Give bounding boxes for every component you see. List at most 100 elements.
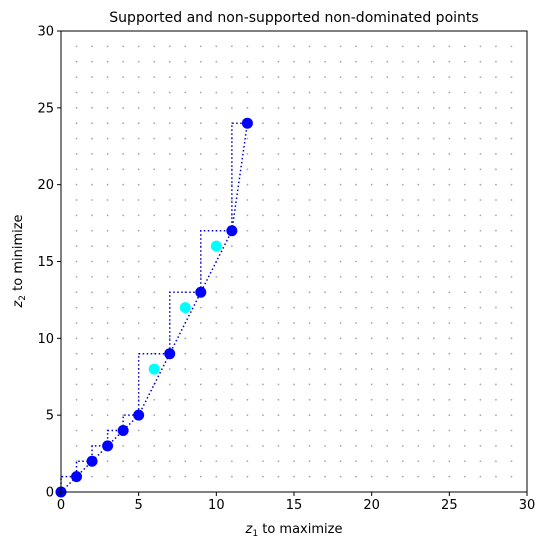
grid-dot	[401, 199, 404, 201]
grid-dot	[386, 214, 389, 217]
grid-dot	[370, 183, 373, 186]
data-points	[55, 117, 253, 498]
grid-dot	[91, 475, 93, 478]
grid-dot	[184, 445, 187, 447]
grid-dot	[75, 383, 78, 386]
grid-dot	[339, 214, 342, 217]
grid-dot	[75, 445, 78, 447]
grid-dot	[230, 91, 233, 94]
grid-dot	[495, 275, 497, 278]
grid-dot	[75, 76, 78, 78]
grid-dot	[463, 60, 466, 63]
grid-dot	[168, 445, 171, 447]
grid-dot	[199, 352, 202, 355]
grid-dot	[91, 153, 93, 155]
grid-dot	[495, 168, 497, 171]
grid-dot	[122, 245, 125, 248]
grid-dot	[432, 291, 435, 294]
grid-dot	[199, 106, 202, 109]
grid-dot	[106, 168, 109, 171]
grid-dot	[308, 460, 311, 463]
grid-dot	[355, 306, 358, 309]
grid-dot	[262, 183, 264, 186]
grid-dot	[153, 245, 156, 248]
grid-dot	[137, 322, 140, 324]
grid-dot	[262, 306, 264, 309]
grid-dot	[293, 137, 295, 140]
grid-dot	[91, 214, 93, 217]
grid-dot	[370, 291, 373, 294]
grid-dot	[215, 76, 218, 78]
grid-dot	[324, 122, 326, 125]
grid-dot	[495, 291, 497, 294]
grid-dot	[386, 429, 389, 432]
grid-dot	[91, 383, 93, 386]
grid-dot	[510, 183, 513, 186]
grid-dot	[153, 414, 156, 417]
grid-dot	[293, 460, 295, 463]
grid-dot	[432, 398, 435, 401]
grid-dot	[339, 60, 342, 63]
grid-dot	[215, 60, 218, 63]
grid-dot	[184, 60, 187, 63]
grid-dot	[432, 445, 435, 447]
grid-dot	[277, 445, 280, 447]
grid-dot	[370, 445, 373, 447]
grid-dot	[401, 137, 404, 140]
supported-point	[102, 440, 114, 452]
grid-dot	[106, 229, 109, 232]
grid-dot	[510, 60, 513, 63]
grid-dot	[339, 76, 342, 78]
grid-dot	[479, 76, 482, 78]
grid-dot	[308, 168, 311, 171]
non-supported-point	[210, 240, 222, 252]
grid-dot	[122, 291, 125, 294]
grid-dot	[75, 260, 78, 263]
grid-dot	[510, 229, 513, 232]
grid-dot	[230, 322, 233, 324]
grid-dot	[277, 475, 280, 478]
grid-dot	[293, 352, 295, 355]
grid-dot	[308, 322, 311, 324]
grid-dot	[91, 91, 93, 94]
grid-dot	[308, 414, 311, 417]
grid-dot	[339, 352, 342, 355]
grid-dot	[510, 414, 513, 417]
grid-dot	[168, 214, 171, 217]
grid-dot	[199, 275, 202, 278]
grid-dot	[293, 91, 295, 94]
grid-dot	[262, 199, 264, 201]
grid-dot	[417, 291, 420, 294]
grid-dot	[463, 183, 466, 186]
grid-dot	[401, 245, 404, 248]
grid-dot	[122, 368, 125, 370]
grid-dot	[355, 445, 358, 447]
grid-dot	[246, 322, 249, 324]
grid-dot	[510, 291, 513, 294]
grid-dot	[153, 352, 156, 355]
grid-dot	[495, 260, 497, 263]
grid-dot	[324, 445, 326, 447]
grid-dot	[75, 398, 78, 401]
grid-dot	[168, 122, 171, 125]
grid-dot	[495, 368, 497, 370]
grid-dot	[355, 260, 358, 263]
grid-dot	[246, 460, 249, 463]
grid-dot	[106, 245, 109, 248]
grid-dot	[184, 91, 187, 94]
grid-dot	[495, 445, 497, 447]
grid-dot	[510, 45, 513, 48]
grid-dot	[308, 153, 311, 155]
grid-dot	[277, 122, 280, 125]
grid-dot	[184, 122, 187, 125]
grid-dot	[122, 398, 125, 401]
grid-dot	[246, 260, 249, 263]
grid-dot	[370, 368, 373, 370]
grid-dot	[75, 291, 78, 294]
grid-dot	[293, 122, 295, 125]
grid-dot	[75, 429, 78, 432]
grid-dot	[262, 414, 264, 417]
grid-dot	[324, 383, 326, 386]
grid-dot	[432, 275, 435, 278]
